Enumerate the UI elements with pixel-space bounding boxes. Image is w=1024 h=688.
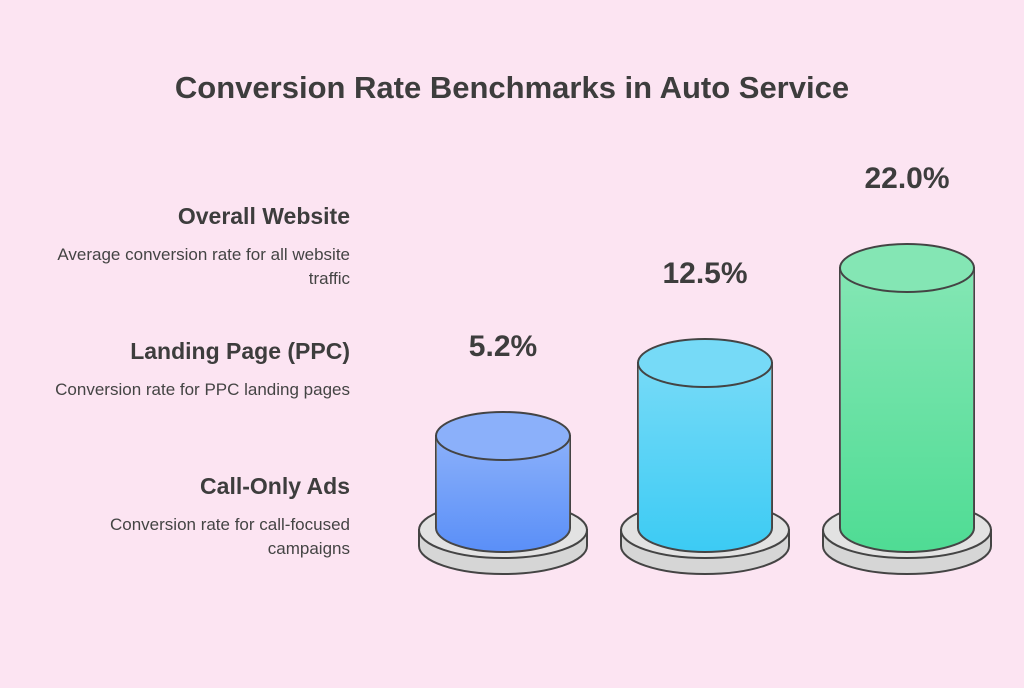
category-description: Average conversion rate for all website … bbox=[57, 245, 350, 288]
bar-cap-shine bbox=[639, 340, 771, 386]
bar-cap-shine bbox=[437, 413, 569, 459]
value-label: 5.2% bbox=[469, 330, 537, 363]
bar-cap bbox=[637, 338, 773, 388]
bar-cap bbox=[435, 411, 571, 461]
chart-title: Conversion Rate Benchmarks in Auto Servi… bbox=[174, 70, 850, 105]
category-label: Landing Page (PPC) bbox=[130, 338, 350, 364]
value-label: 22.0% bbox=[864, 162, 949, 195]
bar-cap bbox=[839, 243, 975, 293]
category-label: Call-Only Ads bbox=[200, 473, 350, 499]
bar-shine bbox=[638, 363, 772, 552]
value-label: 12.5% bbox=[662, 257, 747, 290]
bar-shine bbox=[840, 268, 974, 552]
category-description: Conversion rate for call-focused campaig… bbox=[109, 515, 350, 558]
category-label: Overall Website bbox=[177, 203, 350, 229]
bar-cap-shine bbox=[841, 245, 973, 291]
category-description: Conversion rate for PPC landing pages bbox=[55, 380, 350, 399]
bar-shine bbox=[436, 436, 570, 552]
